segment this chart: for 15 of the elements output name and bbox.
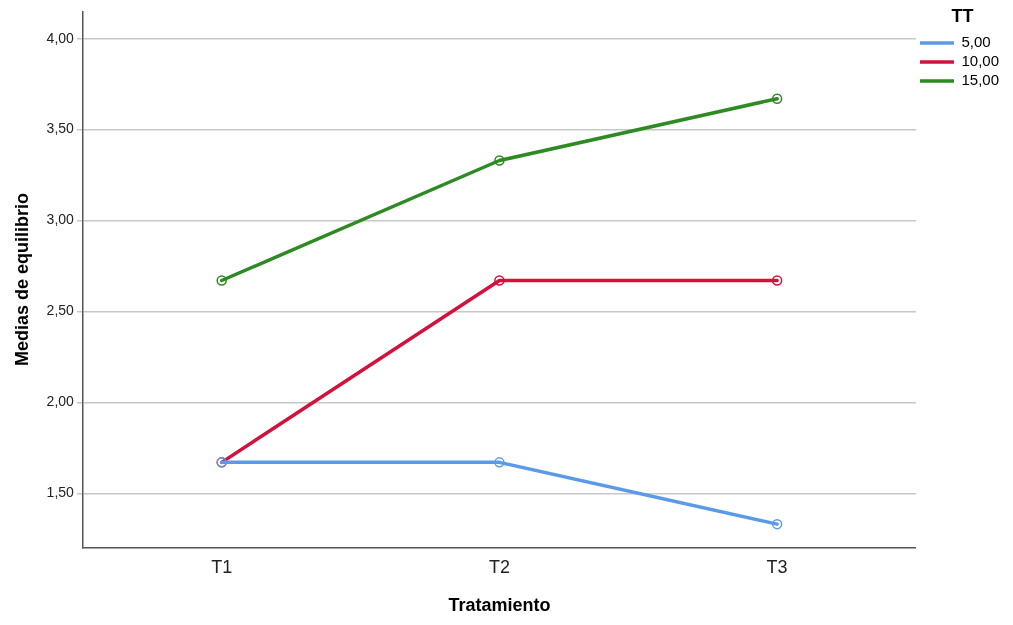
x-tick-label: T2 — [488, 556, 510, 577]
y-axis-title: Medias de equilibrio — [11, 193, 32, 367]
y-tick-label: 2,50 — [46, 302, 75, 319]
y-tick-label: 3,50 — [46, 120, 75, 137]
x-axis-title: Tratamiento — [448, 595, 551, 616]
y-tick-label: 4,00 — [46, 29, 75, 46]
legend-label: 10,00 — [961, 52, 1000, 70]
x-tick-label: T3 — [766, 556, 788, 577]
x-tick-label: T1 — [211, 556, 233, 577]
y-tick-label: 2,00 — [46, 393, 75, 410]
y-tick-label: 1,50 — [46, 484, 75, 501]
legend-label: 15,00 — [961, 71, 1000, 89]
y-tick-label: 3,00 — [46, 211, 75, 228]
legend-label: 5,00 — [961, 33, 991, 51]
legend-title: TT — [951, 5, 974, 26]
